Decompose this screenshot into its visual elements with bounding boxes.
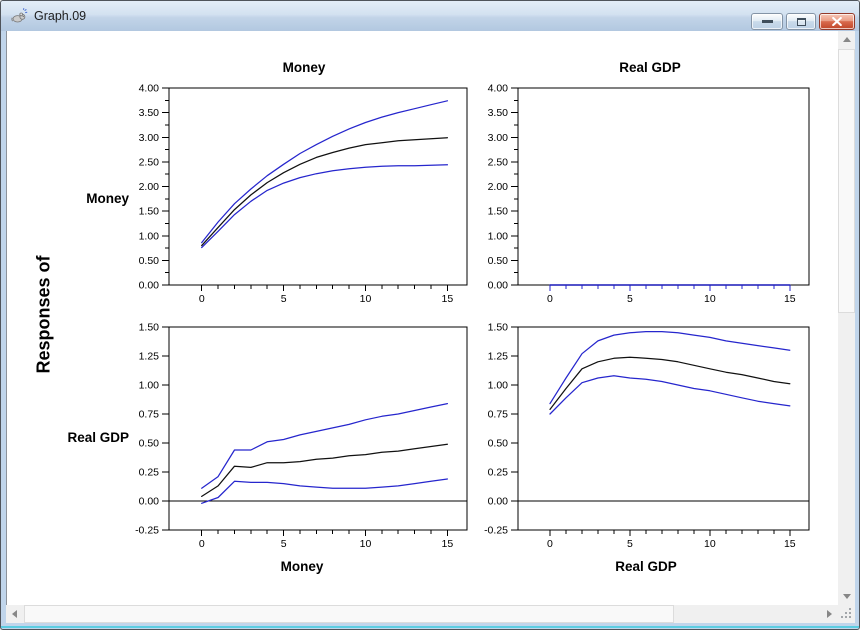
column-title-money: Money	[282, 60, 326, 75]
svg-text:4.00: 4.00	[488, 83, 509, 95]
graph-canvas: 0.00 0.50 1.00 1.50 2.00 2.50 3.00 3.50 4.00 0 5 10…	[6, 31, 838, 605]
svg-text:10: 10	[360, 293, 372, 305]
svg-text:0.75: 0.75	[139, 409, 160, 421]
svg-text:3.00: 3.00	[488, 132, 509, 144]
scroll-left-button[interactable]	[6, 605, 23, 623]
svg-text:15: 15	[442, 538, 454, 550]
svg-text:15: 15	[784, 293, 796, 305]
window-title: Graph.09	[34, 9, 87, 23]
svg-text:4.00: 4.00	[139, 83, 160, 95]
svg-text:1.50: 1.50	[488, 322, 509, 334]
svg-text:15: 15	[784, 538, 796, 550]
minimize-button[interactable]	[751, 13, 783, 30]
svg-text:0.00: 0.00	[139, 280, 160, 292]
restore-icon	[796, 17, 806, 26]
restore-button[interactable]	[786, 13, 816, 30]
svg-text:5: 5	[281, 538, 287, 550]
svg-text:0: 0	[547, 293, 553, 305]
svg-text:1.00: 1.00	[488, 230, 509, 242]
column-title-realgdp: Real GDP	[619, 60, 681, 75]
svg-text:0.50: 0.50	[488, 255, 509, 267]
svg-text:10: 10	[360, 538, 372, 550]
row-label-money: Money	[86, 191, 129, 206]
minimize-icon	[761, 20, 773, 23]
scroll-up-button[interactable]	[838, 31, 855, 48]
svg-text:-0.25: -0.25	[135, 525, 159, 537]
horizontal-scroll-thumb[interactable]	[24, 605, 674, 623]
svg-text:0.00: 0.00	[488, 280, 509, 292]
svg-text:1.50: 1.50	[488, 206, 509, 218]
svg-text:10: 10	[704, 538, 716, 550]
svg-text:0: 0	[199, 293, 205, 305]
svg-text:3.00: 3.00	[139, 132, 160, 144]
svg-text:1.25: 1.25	[139, 351, 160, 363]
svg-text:1.00: 1.00	[139, 230, 160, 242]
rat-icon	[10, 8, 28, 24]
panel-realgdp-money: -0.25 0.00 0.25 0.50 0.75 1.00 1.25 1.50 0 5 10 15	[135, 322, 468, 550]
svg-text:0.75: 0.75	[488, 409, 509, 421]
svg-text:5: 5	[281, 293, 287, 305]
panel-money-money: 0.00 0.50 1.00 1.50 2.00 2.50 3.00 3.50 4.00 0 5 10…	[139, 83, 468, 305]
resize-grip[interactable]	[838, 605, 855, 623]
svg-text:5: 5	[627, 538, 633, 550]
plots-svg: 0.00 0.50 1.00 1.50 2.00 2.50 3.00 3.50 4.00 0 5 10…	[135, 83, 810, 550]
window-controls	[751, 13, 855, 30]
svg-text:0: 0	[199, 538, 205, 550]
close-icon	[832, 17, 842, 26]
svg-text:5: 5	[627, 293, 633, 305]
svg-text:1.25: 1.25	[488, 351, 509, 363]
svg-text:3.50: 3.50	[488, 107, 509, 119]
svg-text:3.50: 3.50	[139, 107, 160, 119]
scroll-right-button[interactable]	[821, 605, 838, 623]
svg-text:0.25: 0.25	[139, 467, 160, 479]
vertical-scroll-thumb[interactable]	[838, 49, 855, 313]
x-axis-title-money: Money	[280, 559, 324, 574]
svg-text:1.50: 1.50	[139, 322, 160, 334]
scroll-down-button[interactable]	[838, 588, 855, 605]
responses-of-label: Responses of	[33, 255, 54, 374]
svg-text:0.00: 0.00	[139, 496, 160, 508]
svg-text:0.50: 0.50	[488, 438, 509, 450]
svg-text:2.50: 2.50	[488, 156, 509, 168]
svg-text:0.25: 0.25	[488, 467, 509, 479]
svg-text:0.50: 0.50	[139, 255, 160, 267]
svg-text:2.00: 2.00	[139, 181, 160, 193]
svg-text:2.00: 2.00	[488, 181, 509, 193]
arrow-down-icon	[842, 594, 851, 599]
svg-text:15: 15	[442, 293, 454, 305]
svg-text:0.00: 0.00	[488, 496, 509, 508]
close-button[interactable]	[819, 13, 855, 30]
arrow-up-icon	[842, 37, 851, 42]
svg-text:1.00: 1.00	[139, 380, 160, 392]
svg-text:1.00: 1.00	[488, 380, 509, 392]
svg-text:2.50: 2.50	[139, 156, 160, 168]
panel-realgdp-realgdp: -0.25 0.00 0.25 0.50 0.75 1.00 1.25 1.50 0 5 10 15	[484, 322, 810, 550]
svg-text:0: 0	[547, 538, 553, 550]
title-bar[interactable]: Graph.09	[1, 1, 859, 31]
x-axis-title-realgdp: Real GDP	[615, 559, 677, 574]
svg-text:10: 10	[704, 293, 716, 305]
vertical-scrollbar[interactable]	[838, 31, 855, 605]
arrow-left-icon	[12, 610, 17, 618]
svg-text:-0.25: -0.25	[484, 525, 508, 537]
arrow-right-icon	[827, 610, 832, 618]
svg-text:0.50: 0.50	[139, 438, 160, 450]
svg-text:1.50: 1.50	[139, 206, 160, 218]
panel-money-realgdp: 0.00 0.50 1.00 1.50 2.00 2.50 3.00 3.50 4.00 0 5 10…	[488, 83, 810, 305]
horizontal-scrollbar[interactable]	[6, 605, 838, 623]
row-label-realgdp: Real GDP	[67, 430, 129, 445]
